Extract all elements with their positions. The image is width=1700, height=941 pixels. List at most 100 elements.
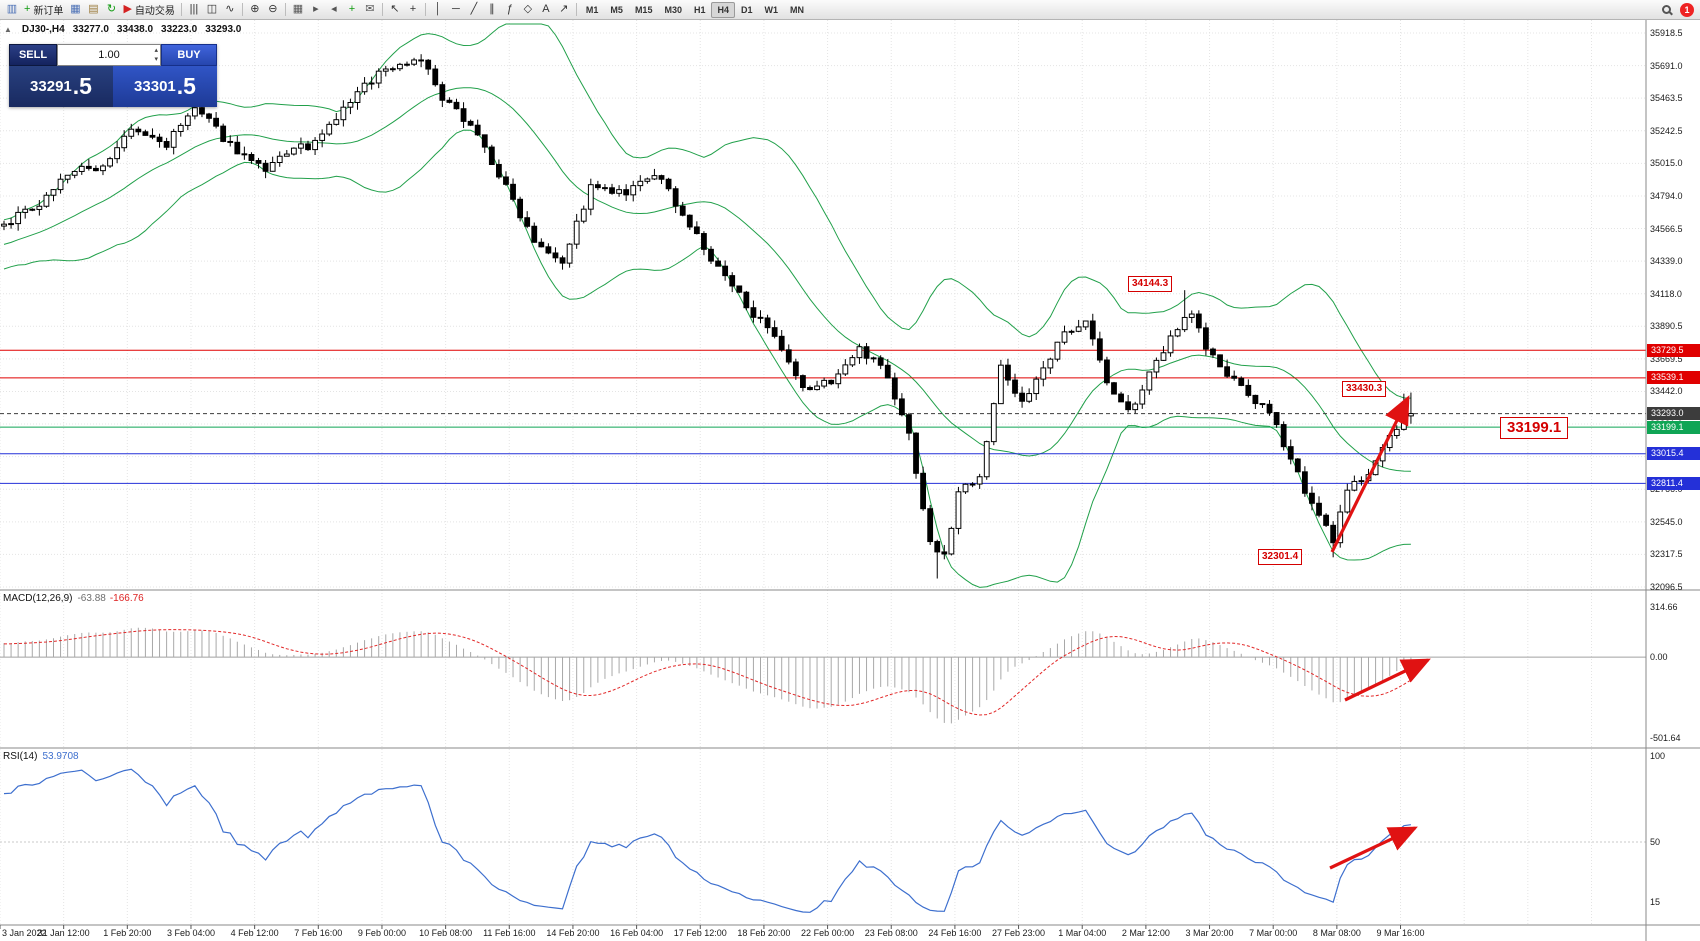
vertical-line-icon[interactable]: │ (429, 1, 447, 19)
timeframe-m5[interactable]: M5 (610, 4, 623, 15)
crosshair-icon[interactable]: + (404, 1, 422, 19)
new-order-button-label: 新订单 (33, 6, 64, 17)
shapes-icon[interactable]: ◇ (519, 1, 537, 19)
volume-decrease-button[interactable]: ▾ (154, 56, 158, 63)
indicators-button[interactable]: + (343, 1, 361, 19)
macd-histogram (3, 627, 1412, 724)
shapes-icon: ◇ (523, 3, 533, 15)
sell-price-dec: .5 (72, 73, 92, 99)
fibonacci-icon[interactable]: ƒ (501, 1, 519, 19)
timeframe-w1[interactable]: W1 (764, 4, 779, 15)
candlestick-chart-icon[interactable]: ◫ (203, 1, 221, 19)
macd-main-value: -63.88 (77, 593, 106, 604)
timeframe-d1[interactable]: D1 (741, 4, 753, 15)
zoom-out-icon: ⊖ (268, 3, 278, 15)
zoom-in-icon[interactable]: ⊕ (246, 1, 264, 19)
toolbar-separator (381, 3, 383, 16)
auto-trading-button[interactable]: ▶ 自动交易 (120, 1, 177, 19)
bollinger-lower-line (3, 129, 1411, 588)
mail-icon: ✉ (365, 3, 375, 15)
candle-bodies (1, 59, 1414, 555)
new-order-icon: + (24, 3, 31, 15)
zoom-out-icon[interactable]: ⊖ (264, 1, 282, 19)
trend-arrows[interactable] (1329, 395, 1431, 870)
timeframe-h4[interactable]: H4 (711, 1, 735, 18)
line-chart-icon: ∿ (225, 3, 235, 15)
price-annotation[interactable]: 34144.3 (1128, 276, 1173, 292)
close-value: 33293.0 (205, 24, 242, 35)
auto-trading-icon: ▶ (123, 3, 132, 15)
timeframe-h1[interactable]: H1 (693, 4, 706, 15)
text-icon: A (542, 3, 550, 15)
trendline-icon: ╱ (470, 3, 478, 15)
bar-chart-icon[interactable]: ||| (185, 1, 203, 19)
macd-name: MACD(12,26,9) (3, 593, 73, 604)
macd-signal-value: -166.76 (109, 593, 144, 604)
sell-button[interactable]: SELL (9, 44, 57, 66)
price-annotation[interactable]: 33199.1 (1500, 417, 1569, 439)
zoom-in-icon: ⊕ (250, 3, 260, 15)
toolbar-right-group: 1 (1657, 1, 1697, 19)
new-order-button[interactable]: + 新订单 (21, 1, 66, 19)
price-annotation[interactable]: 32301.4 (1258, 549, 1303, 565)
grid (0, 20, 1646, 925)
trendline-icon[interactable]: ╱ (465, 1, 483, 19)
chart-windows-icon: ▦ (70, 3, 81, 15)
terminal-window-icon[interactable]: ▥ (3, 1, 21, 19)
refresh-icon[interactable]: ↻ (102, 1, 120, 19)
timeframe-m1[interactable]: M1 (585, 4, 599, 15)
top-toolbar: ▥ + 新订单 ▦ ▤ ↻ ▶ 自动交易 ||| ◫ ∿ ⊕ ⊖ ▦ ▸ ◂ + ✉ ↖ + │ ─ ╱ ∥ ƒ ◇ A ↗ M1 M5… (0, 0, 1700, 20)
toolbar-separator (241, 3, 243, 16)
volume-field[interactable]: 1.00 ▴ ▾ (57, 44, 161, 66)
chart-shift-icon[interactable]: ◂ (325, 1, 343, 19)
fibonacci-icon: ƒ (506, 3, 513, 15)
volume-spinner: ▴ ▾ (154, 46, 158, 64)
chart-windows-icon[interactable]: ▦ (66, 1, 84, 19)
low-value: 33223.0 (161, 24, 198, 35)
auto-scroll-icon[interactable]: ▸ (307, 1, 325, 19)
text-icon[interactable]: A (537, 1, 555, 19)
bar-chart-icon: ||| (189, 3, 199, 15)
cursor-icon: ↖ (390, 3, 400, 15)
timeframe-mn[interactable]: MN (790, 4, 805, 15)
rsi-value: 53.9708 (42, 751, 79, 762)
arrows-icon: ↗ (559, 3, 569, 15)
horizontal-line-icon[interactable]: ─ (447, 1, 465, 19)
profiles-icon[interactable]: ▤ (84, 1, 102, 19)
indicators-icon: + (348, 3, 356, 15)
search-button[interactable] (1657, 1, 1675, 19)
rsi-indicator-label: RSI(14) 53.9708 (3, 751, 79, 762)
volume-value: 1.00 (98, 49, 120, 61)
arrows-icon[interactable]: ↗ (555, 1, 573, 19)
channel-icon[interactable]: ∥ (483, 1, 501, 19)
symbol-period-label: DJ30-,H4 (21, 24, 65, 35)
notification-badge[interactable]: 1 (1680, 2, 1694, 17)
mail-icon[interactable]: ✉ (361, 1, 379, 19)
timeframe-m15[interactable]: M15 (634, 4, 653, 15)
tile-windows-icon[interactable]: ▦ (289, 1, 307, 19)
macd-indicator-label: MACD(12,26,9) -63.88 -166.76 (3, 593, 144, 604)
horizontal-line-icon: ─ (452, 3, 460, 15)
toolbar-icons: ▥ + 新订单 ▦ ▤ ↻ ▶ 自动交易 ||| ◫ ∿ ⊕ ⊖ ▦ ▸ ◂ + ✉ ↖ + │ ─ ╱ ∥ ƒ ◇ A ↗ (3, 0, 580, 19)
volume-increase-button[interactable]: ▴ (154, 47, 158, 54)
sell-price-int: 33291 (30, 78, 72, 95)
one-click-trading-panel: SELL 1.00 ▴ ▾ BUY 33291 .5 33301 .5 (9, 44, 217, 107)
cursor-icon[interactable]: ↖ (386, 1, 404, 19)
candlestick-chart-icon: ◫ (206, 3, 218, 15)
crosshair-icon: + (409, 3, 417, 15)
bollinger-middle-line (3, 87, 1411, 472)
toolbar-separator (284, 3, 286, 16)
buy-button[interactable]: BUY (161, 44, 217, 66)
timeframe-m30[interactable]: M30 (664, 4, 682, 15)
open-value: 33277.0 (72, 24, 109, 35)
bollinger-upper-line (3, 23, 1411, 399)
buy-price[interactable]: 33301 .5 (113, 66, 217, 107)
price-annotation[interactable]: 33430.3 (1342, 381, 1387, 397)
trade-panel-toggle-icon[interactable]: ▲ (4, 25, 12, 34)
sell-price[interactable]: 33291 .5 (9, 66, 113, 107)
line-chart-icon[interactable]: ∿ (221, 1, 239, 19)
timeframe-buttons: M1 M5 M15 M30 H1 H4 D1 W1 MN (580, 0, 810, 19)
search-icon (1661, 5, 1671, 14)
chart-shift-icon: ◂ (331, 3, 337, 15)
